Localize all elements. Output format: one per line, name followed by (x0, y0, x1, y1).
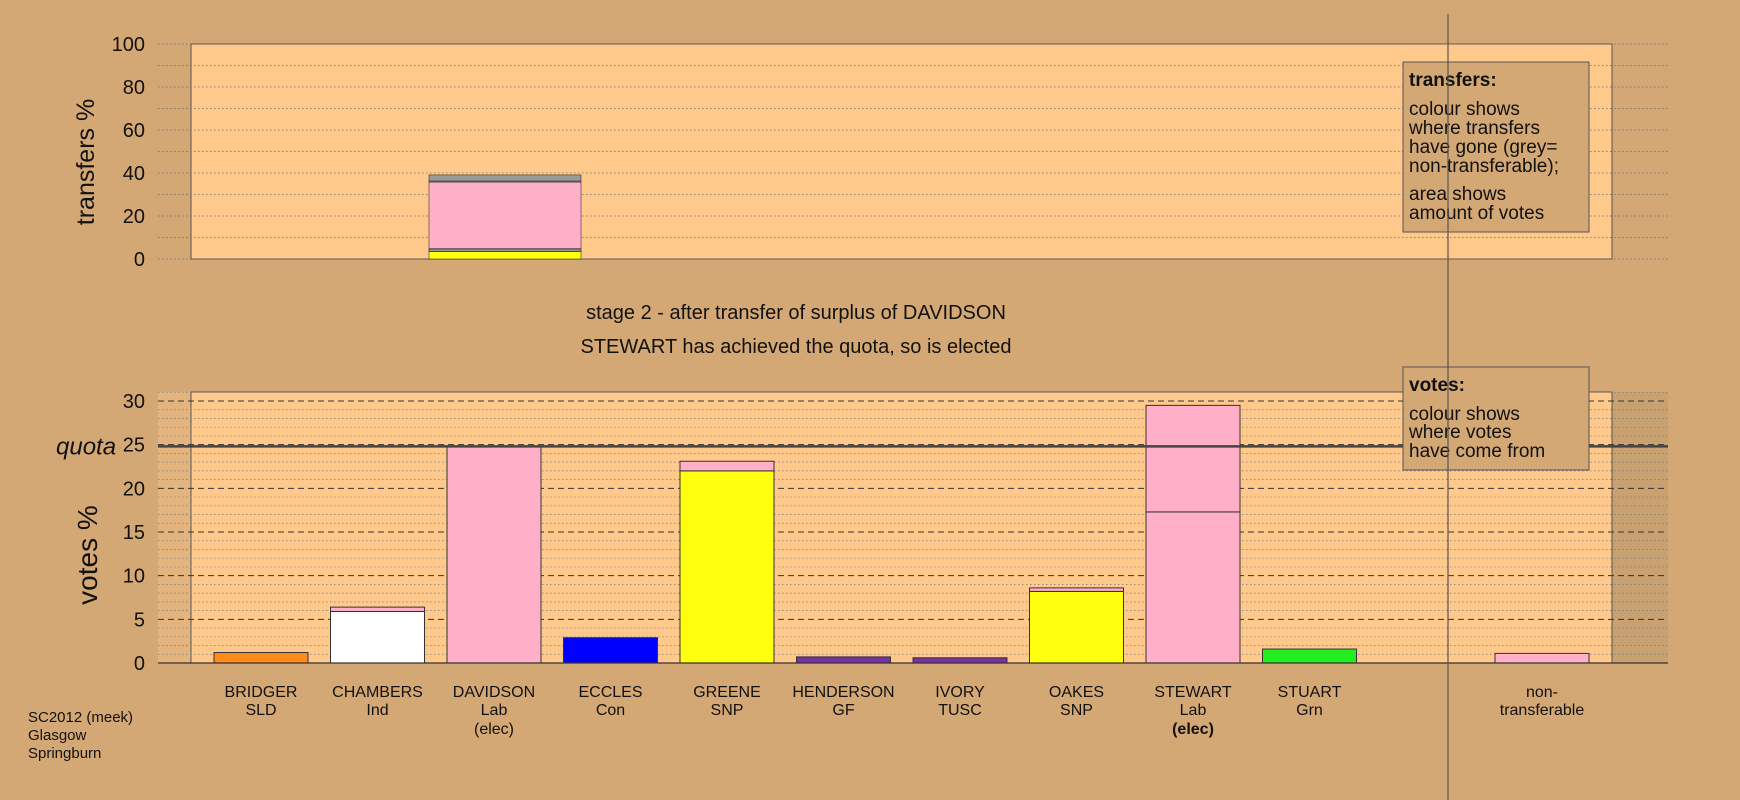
candidate-name: BRIDGER (225, 684, 298, 701)
vote-segment (330, 606, 425, 612)
transfers-legend-line: area shows (1409, 184, 1506, 205)
candidate-party: SNP (1060, 702, 1093, 719)
candidate-labels: BRIDGERSLDCHAMBERSIndDAVIDSONLab(elec)EC… (225, 684, 1585, 738)
candidate-name: OAKES (1049, 684, 1104, 701)
candidate-party: Lab (1180, 702, 1207, 719)
candidate-party: SLD (245, 702, 276, 719)
transfers-bars (428, 174, 582, 260)
footer-line: SC2012 (meek) (28, 709, 133, 726)
candidate-party: Ind (366, 702, 388, 719)
candidate-party: Con (596, 702, 625, 719)
candidate-party: Lab (481, 702, 508, 719)
candidate-party: SNP (711, 702, 744, 719)
vote-segment (1029, 590, 1124, 664)
votes-legend-line: have come from (1409, 441, 1545, 462)
vote-segment (446, 445, 542, 664)
candidate-party: GF (832, 702, 854, 719)
candidate-party: Grn (1296, 702, 1323, 719)
votes-y-label: votes % (72, 505, 103, 605)
transfers-y-tick: 0 (134, 249, 145, 271)
votes-y-ticks: 0 5 10 15 20 25 30 (123, 391, 145, 675)
stage-subtitle: STEWART has achieved the quota, so is el… (581, 336, 1012, 358)
vote-segment (1145, 511, 1241, 664)
transfers-y-tick: 100 (112, 34, 145, 56)
transfers-legend-line: non-transferable); (1409, 156, 1559, 177)
votes-y-tick: 20 (123, 478, 145, 500)
votes-y-tick: 30 (123, 391, 145, 413)
transfers-legend-line: have gone (grey= (1409, 137, 1557, 158)
candidate-elected: (elec) (1172, 721, 1214, 738)
votes-gridlines (158, 391, 1668, 655)
votes-legend-line: colour shows (1409, 404, 1520, 425)
transfers-legend: transfers: colour shows where transfers … (1402, 61, 1590, 233)
votes-legend-line: where votes (1408, 422, 1511, 443)
votes-bars (213, 404, 1590, 664)
transfers-legend-line: amount of votes (1409, 203, 1544, 224)
votes-y-tick: 25 (123, 435, 145, 457)
candidate-name: CHAMBERS (332, 684, 423, 701)
vote-segment (1029, 587, 1124, 592)
transfers-legend-line: where transfers (1408, 118, 1540, 139)
nontransferable-label: transferable (1500, 702, 1585, 719)
transfer-segment (428, 251, 582, 260)
transfer-segment (428, 181, 582, 249)
transfer-segment (428, 174, 582, 182)
transfers-y-tick: 80 (123, 77, 145, 99)
votes-y-tick: 0 (134, 653, 145, 675)
transfers-y-tick: 20 (123, 206, 145, 228)
vote-segment (1145, 404, 1241, 513)
votes-y-tick: 10 (123, 566, 145, 588)
transfers-legend-line: colour shows (1409, 99, 1520, 120)
votes-y-tick: 15 (123, 522, 145, 544)
votes-legend: votes: colour shows where votes have com… (1402, 366, 1590, 471)
candidate-name: STEWART (1154, 684, 1232, 701)
vote-segment (912, 657, 1008, 664)
candidate-party: TUSC (938, 702, 982, 719)
stage-title: stage 2 - after transfer of surplus of D… (586, 302, 1006, 324)
candidate-elected: (elec) (474, 721, 514, 738)
nontransferable-label: non- (1526, 684, 1558, 701)
candidate-name: DAVIDSON (453, 684, 535, 701)
candidate-name: IVORY (935, 684, 985, 701)
vote-segment (213, 652, 309, 664)
vote-segment (679, 470, 775, 664)
footer-line: Glasgow (28, 727, 87, 744)
candidate-name: HENDERSON (792, 684, 894, 701)
transfers-y-ticks: 0 20 40 60 80 100 (112, 34, 145, 271)
shade-left-strip (158, 392, 191, 663)
votes-panel (190, 391, 1613, 664)
vote-segment (796, 656, 891, 664)
votes-y-tick: 5 (134, 609, 145, 631)
transfers-legend-title: transfers: (1409, 70, 1497, 91)
vote-segment (679, 460, 775, 472)
candidate-name: STUART (1278, 684, 1342, 701)
candidate-name: GREENE (693, 684, 761, 701)
transfers-y-tick: 40 (123, 163, 145, 185)
transfers-y-tick: 60 (123, 120, 145, 142)
footer-line: Springburn (28, 745, 101, 762)
votes-legend-title: votes: (1409, 375, 1465, 396)
transfers-y-label: transfers % (72, 99, 100, 225)
quota-label: quota (56, 433, 116, 460)
vote-segment (563, 637, 658, 664)
shade-right-strip (1612, 392, 1668, 663)
candidate-name: ECCLES (578, 684, 642, 701)
vote-segment (1494, 652, 1590, 664)
vote-segment (330, 610, 425, 664)
vote-segment (1262, 648, 1357, 664)
